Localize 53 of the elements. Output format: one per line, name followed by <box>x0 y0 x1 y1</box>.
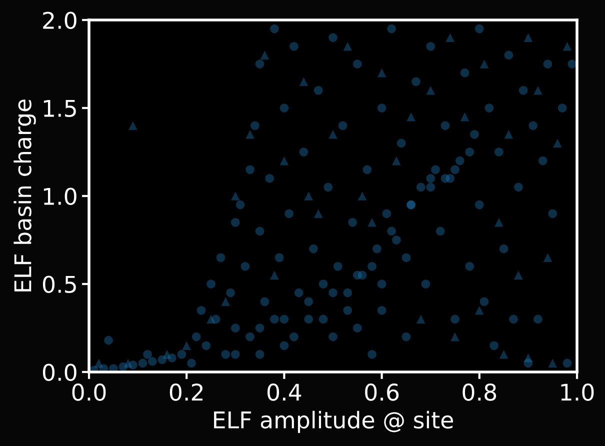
point <box>124 358 132 368</box>
point <box>514 270 523 280</box>
point <box>231 192 240 200</box>
y-tick-label: 1.0 <box>44 188 76 206</box>
x-axis-title: ELF amplitude @ site <box>214 410 453 434</box>
point <box>548 358 557 368</box>
point <box>543 253 552 262</box>
point <box>304 192 313 200</box>
point <box>328 130 338 139</box>
point <box>450 332 460 342</box>
point <box>280 156 289 166</box>
y-tick-label: 1.5 <box>44 100 76 118</box>
point <box>446 33 455 42</box>
point <box>499 350 508 359</box>
point <box>562 42 572 51</box>
point <box>524 33 533 42</box>
point <box>475 306 484 315</box>
x-tick-label: 1.0 <box>561 384 594 401</box>
point <box>270 270 279 280</box>
point <box>260 50 270 60</box>
x-tick-label: 0.6 <box>365 384 399 401</box>
point <box>416 314 426 324</box>
x-tick-label: 0.0 <box>72 384 106 401</box>
point <box>480 60 489 68</box>
point <box>524 354 533 362</box>
point <box>128 121 138 130</box>
point <box>377 68 386 78</box>
point <box>314 209 323 218</box>
point <box>368 218 376 227</box>
point <box>246 130 254 139</box>
point <box>392 156 401 166</box>
point <box>343 42 352 51</box>
y-tick-label: 2.0 <box>43 12 76 30</box>
point <box>221 297 230 306</box>
point <box>182 341 191 350</box>
y-tick-label: 0.0 <box>42 364 76 382</box>
point <box>162 350 172 359</box>
point <box>504 130 514 139</box>
x-tick-label: 0.4 <box>267 384 302 401</box>
point <box>94 358 104 368</box>
point <box>534 86 542 95</box>
point <box>358 192 367 200</box>
point <box>553 138 562 148</box>
point <box>299 77 308 86</box>
point <box>460 112 470 122</box>
point <box>494 218 504 227</box>
x-tick-label: 0.2 <box>170 384 203 401</box>
x-tick-label: 0.8 <box>462 384 496 401</box>
y-axis-title: ELF basin charge <box>14 100 36 292</box>
point <box>426 86 435 95</box>
point <box>206 314 216 324</box>
point <box>406 112 416 122</box>
y-tick-label: 0.5 <box>42 276 76 294</box>
